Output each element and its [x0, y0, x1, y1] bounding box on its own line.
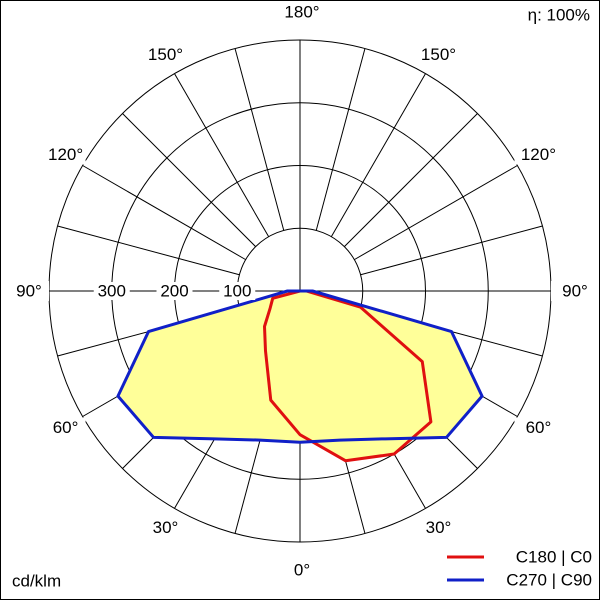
- r-tick-label: 300: [98, 281, 126, 300]
- data: [116, 289, 484, 463]
- legend-label: C180 | C0: [516, 547, 592, 566]
- spoke: [57, 225, 240, 276]
- angle-tick-label: 90°: [16, 281, 42, 300]
- curve: [263, 289, 433, 463]
- angle-tick-label: 0°: [294, 560, 310, 579]
- area-fill: [117, 291, 483, 443]
- angle-tick-label: 150°: [148, 45, 183, 64]
- angle-tick-label: 30°: [426, 518, 452, 537]
- spoke: [360, 225, 543, 276]
- unit-label: cd/klm: [12, 571, 61, 590]
- angle-tick-label: 60°: [526, 418, 552, 437]
- angle-label-bg: [278, 560, 322, 580]
- curve: [116, 289, 484, 444]
- spoke: [174, 73, 270, 237]
- angle-label-bg: [41, 144, 86, 165]
- angle-tick-label: 60°: [53, 418, 79, 437]
- angle-label-bg: [278, 2, 322, 22]
- angle-tick-label: 120°: [521, 145, 556, 164]
- angle-label-bg: [141, 517, 186, 538]
- r-tick-label: 200: [160, 281, 188, 300]
- spoke: [234, 48, 285, 231]
- angle-label-bg: [551, 281, 595, 301]
- angle-label-bg: [414, 517, 459, 538]
- angle-tick-label: 150°: [421, 45, 456, 64]
- angle-label-bg: [141, 44, 186, 65]
- tick-label-bg: [219, 282, 256, 300]
- angle-label-bg: [41, 417, 86, 438]
- spoke: [344, 113, 478, 247]
- spoke: [315, 48, 366, 231]
- angle-tick-label: 90°: [562, 281, 588, 300]
- angle-label-bg: [5, 281, 49, 301]
- angle-tick-label: 120°: [48, 145, 83, 164]
- angle-label-bg: [414, 44, 459, 65]
- efficiency-label: η: 100%: [528, 5, 590, 24]
- r-tick-label: 100: [223, 281, 251, 300]
- legend-label: C270 | C90: [506, 570, 592, 589]
- angle-label-bg: [514, 417, 559, 438]
- spoke: [122, 113, 256, 247]
- tick-label-bg: [93, 282, 130, 300]
- angle-label-bg: [514, 144, 559, 165]
- angle-tick-label: 30°: [153, 518, 179, 537]
- spoke: [354, 165, 518, 261]
- angle-tick-label: 180°: [284, 2, 319, 21]
- spoke: [330, 73, 426, 237]
- tick-label-bg: [156, 282, 193, 300]
- labels: 100 200 300 0° 30° 60° 90° 120° 150° 180° 30° 60° 90…: [5, 2, 595, 589]
- spoke: [82, 165, 246, 261]
